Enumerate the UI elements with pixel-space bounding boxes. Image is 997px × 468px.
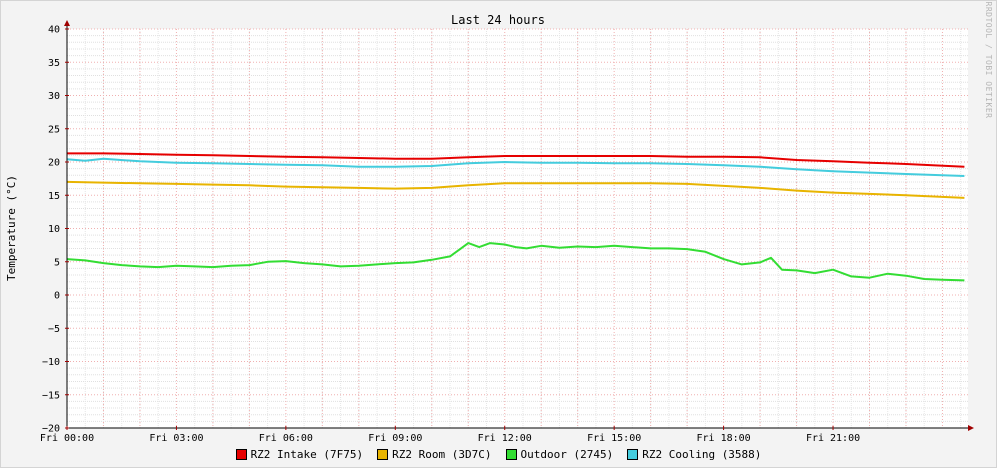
rrdtool-watermark: RRDTOOL / TOBI OETIKER bbox=[984, 2, 993, 119]
legend-swatch bbox=[627, 448, 639, 460]
legend-label: RZ2 Room (3D7C) bbox=[392, 447, 492, 461]
y-tick-label: 10 bbox=[48, 224, 60, 235]
y-tick-label: −5 bbox=[48, 324, 60, 335]
legend-item: RZ2 Cooling (3588) bbox=[627, 446, 761, 462]
series-line-1 bbox=[66, 180, 965, 199]
y-tick-label: 0 bbox=[54, 291, 60, 302]
legend-swatch bbox=[505, 448, 517, 460]
legend-item: RZ2 Room (3D7C) bbox=[377, 446, 492, 462]
series-line-2 bbox=[66, 242, 965, 282]
y-tick-label: 25 bbox=[48, 124, 60, 135]
chart-title: Last 24 hours bbox=[451, 13, 545, 27]
x-tick-label: Fri 09:00 bbox=[368, 433, 422, 444]
series-layer bbox=[66, 152, 965, 282]
x-axis-arrow bbox=[968, 425, 974, 431]
x-tick-label: Fri 00:00 bbox=[40, 433, 94, 444]
legend-label: RZ2 Cooling (3588) bbox=[642, 447, 762, 461]
legend-label: Outdoor (2745) bbox=[520, 447, 614, 461]
y-tick-label: −15 bbox=[42, 390, 60, 401]
legend-item: RZ2 Intake (7F75) bbox=[235, 446, 364, 462]
legend-swatch bbox=[377, 448, 389, 460]
y-tick-label: 20 bbox=[48, 158, 60, 169]
x-tick-label: Fri 12:00 bbox=[478, 433, 532, 444]
x-tick-label: Fri 03:00 bbox=[149, 433, 203, 444]
y-tick-label: 15 bbox=[48, 191, 60, 202]
x-tick-label: Fri 06:00 bbox=[259, 433, 313, 444]
series-line-0 bbox=[67, 152, 965, 168]
y-tick-label: −20 bbox=[42, 424, 60, 435]
x-tick-label: Fri 21:00 bbox=[806, 433, 860, 444]
y-tick-label: −10 bbox=[42, 357, 60, 368]
legend-item: Outdoor (2745) bbox=[505, 446, 614, 462]
x-tick-label: Fri 18:00 bbox=[697, 433, 751, 444]
y-axis-arrow bbox=[64, 20, 70, 26]
y-tick-label: 40 bbox=[48, 25, 60, 36]
y-axis-label: Temperature (°C) bbox=[5, 175, 18, 281]
series-line-3 bbox=[66, 157, 965, 177]
y-tick-label: 5 bbox=[54, 257, 60, 268]
x-tick-label: Fri 15:00 bbox=[587, 433, 641, 444]
legend-label: RZ2 Intake (7F75) bbox=[250, 447, 364, 461]
y-tick-label: 35 bbox=[48, 58, 60, 69]
legend: RZ2 Intake (7F75) RZ2 Room (3D7C) Outdoor … bbox=[0, 446, 997, 462]
legend-swatch bbox=[235, 448, 247, 460]
y-tick-label: 30 bbox=[48, 91, 60, 102]
